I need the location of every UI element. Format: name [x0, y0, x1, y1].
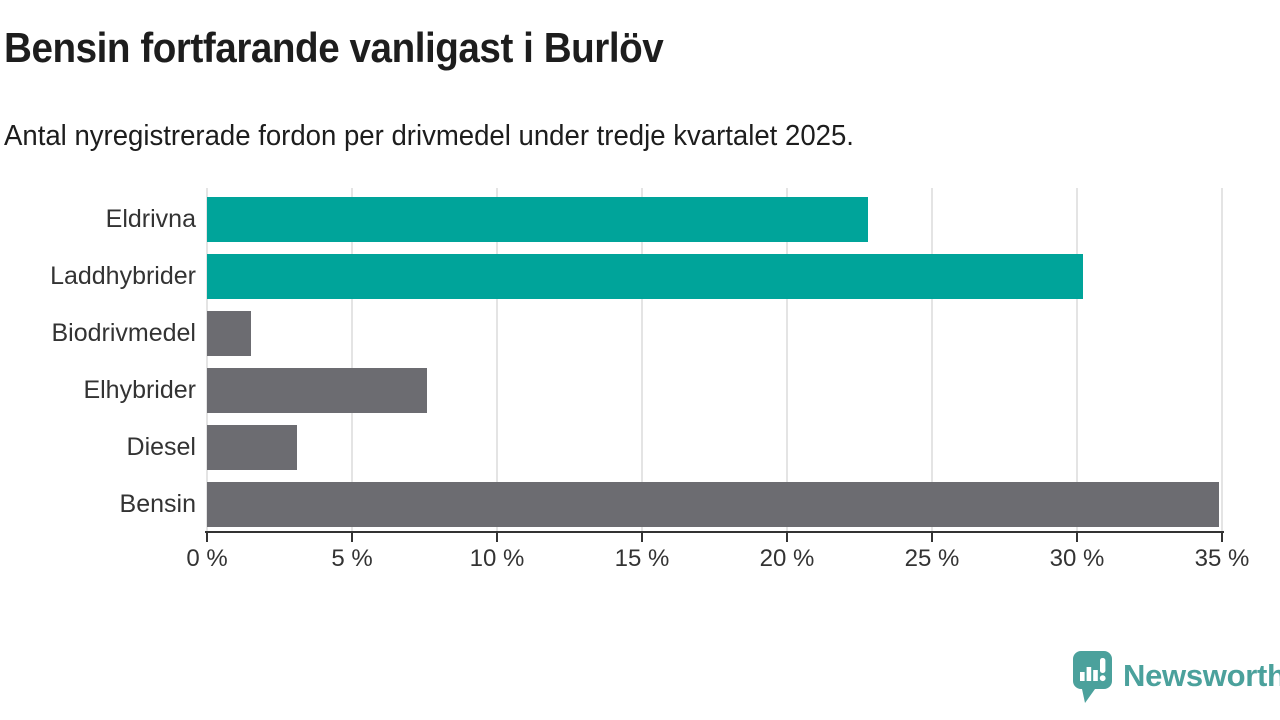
category-label-laddhybrider: Laddhybrider — [50, 262, 196, 290]
bar-bensin — [207, 482, 1220, 527]
category-label-diesel: Diesel — [126, 433, 196, 461]
bar-laddhybrider — [207, 254, 1083, 299]
newsworthy-logo-text: Newsworthy — [1123, 658, 1280, 693]
gridline-15 — [641, 188, 643, 531]
x-axis-tick-35 — [1221, 533, 1223, 542]
gridline-5 — [351, 188, 353, 531]
newsworthy-logo: Newsworthy — [1072, 650, 1280, 704]
x-tick-label-0: 0 % — [186, 545, 228, 572]
gridline-10 — [496, 188, 498, 531]
x-tick-label-30: 30 % — [1049, 545, 1105, 572]
gridline-25 — [931, 188, 933, 531]
x-axis-tick-25 — [931, 533, 933, 542]
gridline-30 — [1076, 188, 1078, 531]
x-tick-label-25: 25 % — [904, 545, 960, 572]
category-label-elhybrider: Elhybrider — [83, 376, 196, 404]
chart-title: Bensin fortfarande vanligast i Burlöv — [4, 24, 664, 71]
x-axis-tick-30 — [1076, 533, 1078, 542]
bar-elhybrider — [207, 368, 428, 413]
x-axis-tick-5 — [351, 533, 353, 542]
gridline-35 — [1221, 188, 1223, 531]
bar-biodrivmedel — [207, 311, 251, 356]
x-axis-tick-10 — [496, 533, 498, 542]
x-tick-label-10: 10 % — [469, 545, 525, 572]
x-axis-line — [205, 531, 1224, 533]
gridline-20 — [786, 188, 788, 531]
gridline-0 — [206, 188, 208, 531]
x-tick-label-15: 15 % — [614, 545, 670, 572]
x-tick-label-5: 5 % — [331, 545, 373, 572]
bar-diesel — [207, 425, 297, 470]
speech-bubble-bar-chart-icon — [1073, 651, 1112, 703]
category-label-eldrivna: Eldrivna — [105, 205, 196, 233]
x-tick-label-20: 20 % — [759, 545, 815, 572]
x-tick-label-35: 35 % — [1194, 545, 1250, 572]
x-axis-tick-15 — [641, 533, 643, 542]
horizontal-bar-chart: Eldrivna Laddhybrider Biodrivmedel Elhybrid… — [0, 188, 1280, 598]
category-label-biodrivmedel: Biodrivmedel — [51, 319, 196, 347]
chart-subtitle: Antal nyregistrerade fordon per drivmede… — [4, 120, 854, 152]
x-axis-tick-20 — [786, 533, 788, 542]
bar-eldrivna — [207, 197, 869, 242]
x-axis-tick-0 — [206, 533, 208, 542]
category-label-bensin: Bensin — [119, 490, 196, 518]
